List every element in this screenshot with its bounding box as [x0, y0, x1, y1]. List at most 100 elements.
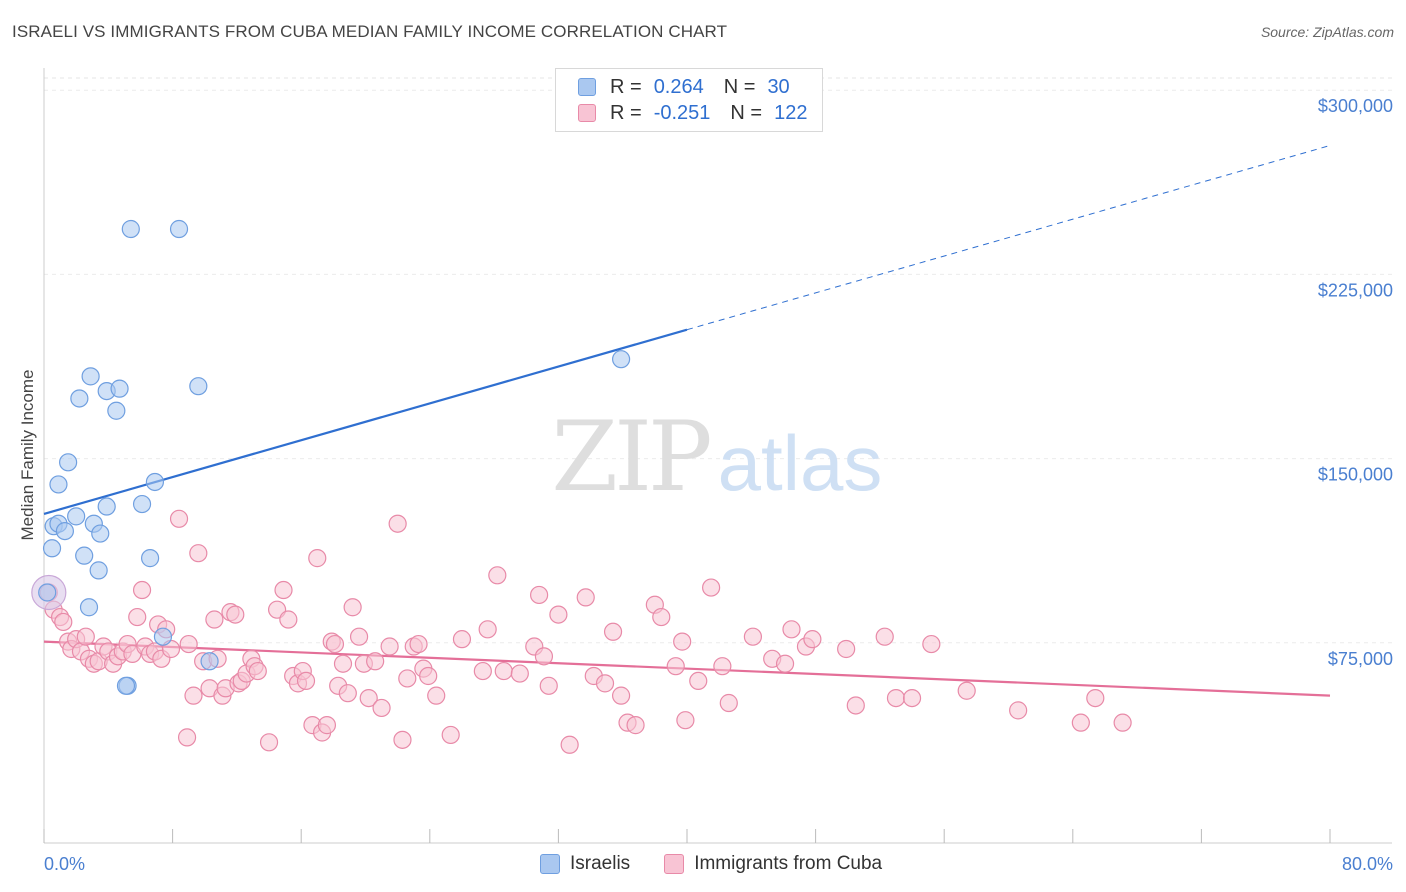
- legend-n-value: 122: [774, 101, 808, 124]
- y-tick-label: $75,000: [1328, 649, 1393, 669]
- data-point-cuba: [775, 654, 795, 673]
- watermark-atlas: atlas: [718, 419, 883, 507]
- series-israelis: [38, 219, 631, 695]
- data-point-cuba: [372, 698, 391, 718]
- watermark-zip: ZIP: [551, 401, 710, 513]
- data-point-israelis: [97, 497, 116, 516]
- data-point-cuba: [875, 627, 894, 646]
- data-point-cuba: [837, 639, 856, 659]
- legend-swatch-israelis: [578, 78, 596, 96]
- trend-line-cuba: [43, 640, 1331, 697]
- data-point-cuba: [248, 661, 267, 681]
- legend-item-israelis: Israelis: [540, 853, 630, 875]
- data-point-cuba: [576, 588, 595, 607]
- data-point-cuba: [530, 585, 549, 605]
- data-point-cuba: [603, 622, 623, 641]
- legend-swatch-cuba: [664, 854, 685, 874]
- data-point-israelis: [42, 539, 62, 558]
- legend-r-value: 0.264: [653, 75, 704, 98]
- data-point-israelis: [153, 627, 173, 646]
- data-point-cuba: [539, 676, 558, 695]
- data-point-cuba: [205, 610, 224, 629]
- trend-line-israelis-extension: [686, 145, 1331, 331]
- data-point-israelis: [132, 494, 152, 514]
- data-point-cuba: [427, 686, 446, 705]
- data-point-cuba: [478, 620, 497, 639]
- data-point-cuba: [713, 657, 732, 676]
- legend-n-label: N =: [730, 101, 763, 124]
- data-point-cuba: [689, 671, 708, 691]
- data-point-cuba: [494, 661, 513, 681]
- data-point-cuba: [488, 566, 507, 585]
- x-tick-labels: 0.0% 80.0%: [44, 854, 1393, 874]
- data-point-cuba: [846, 696, 865, 715]
- data-point-cuba: [366, 652, 385, 671]
- data-point-cuba: [666, 657, 685, 676]
- data-point-cuba: [719, 693, 738, 713]
- data-point-israelis: [169, 219, 189, 239]
- data-point-cuba: [128, 607, 147, 627]
- data-point-cuba: [560, 735, 579, 754]
- y-tick-labels: $75,000 $150,000 $225,000 $300,000: [1318, 96, 1393, 669]
- data-point-israelis: [89, 561, 108, 580]
- data-point-cuba: [441, 725, 460, 745]
- data-point-cuba: [296, 671, 316, 691]
- data-point-cuba: [333, 654, 353, 673]
- chart-source: Source: ZipAtlas.com: [1260, 24, 1394, 40]
- data-point-cuba: [317, 716, 337, 735]
- data-point-cuba: [886, 688, 906, 708]
- data-point-cuba: [169, 509, 189, 528]
- data-point-cuba: [76, 627, 95, 646]
- data-point-cuba: [673, 632, 692, 651]
- y-tick-label: $300,000: [1318, 96, 1393, 116]
- data-point-cuba: [419, 666, 438, 686]
- data-point-cuba: [325, 634, 345, 654]
- data-point-cuba: [132, 580, 152, 600]
- legend-label-cuba: Immigrants from Cuba: [694, 853, 883, 874]
- data-point-cuba: [380, 637, 399, 656]
- data-point-cuba: [922, 634, 941, 654]
- data-point-israelis: [55, 521, 74, 541]
- data-point-cuba: [1071, 713, 1090, 732]
- data-point-cuba: [702, 578, 721, 597]
- legend-r-label: R =: [610, 101, 642, 124]
- data-point-israelis: [75, 546, 94, 565]
- data-point-israelis: [67, 507, 86, 526]
- data-point-cuba: [54, 612, 73, 632]
- data-point-cuba: [398, 669, 417, 688]
- legend-swatch-cuba: [578, 104, 596, 122]
- x-tick-label: 80.0%: [1342, 854, 1393, 874]
- correlation-legend: R = 0.264 N = 30 R = -0.251 N = 122: [555, 68, 823, 132]
- series-legend: Israelis Immigrants from Cuba: [540, 852, 916, 876]
- axes: [43, 68, 1392, 844]
- data-point-israelis: [121, 219, 140, 239]
- data-point-cuba: [957, 681, 976, 700]
- legend-n-label: N =: [723, 75, 756, 98]
- data-point-cuba: [1113, 713, 1132, 732]
- data-point-cuba: [510, 664, 529, 683]
- data-point-cuba: [534, 647, 554, 666]
- data-point-cuba: [184, 686, 203, 705]
- data-point-cuba: [1009, 701, 1028, 720]
- y-axis-label: Median Family Income: [18, 369, 37, 540]
- data-point-cuba: [452, 630, 472, 649]
- data-point-israelis: [59, 453, 78, 472]
- data-point-cuba: [338, 684, 357, 703]
- data-point-cuba: [676, 711, 695, 730]
- watermark: ZIP atlas: [551, 401, 882, 513]
- data-point-cuba: [626, 716, 645, 735]
- data-point-cuba: [409, 634, 428, 654]
- data-point-cuba: [343, 598, 362, 617]
- data-point-israelis: [91, 524, 110, 543]
- legend-item-cuba: Immigrants from Cuba: [664, 853, 882, 875]
- data-point-israelis: [81, 367, 100, 386]
- data-point-cuba: [743, 627, 763, 646]
- data-point-cuba: [652, 607, 671, 627]
- data-point-israelis: [79, 598, 99, 617]
- legend-row-israelis: R = 0.264 N = 30: [578, 75, 790, 99]
- data-point-cuba: [1086, 688, 1105, 708]
- legend-r-value: -0.251: [653, 101, 711, 124]
- data-point-cuba: [349, 627, 369, 646]
- data-point-cuba: [308, 549, 327, 568]
- data-point-cuba: [274, 580, 293, 600]
